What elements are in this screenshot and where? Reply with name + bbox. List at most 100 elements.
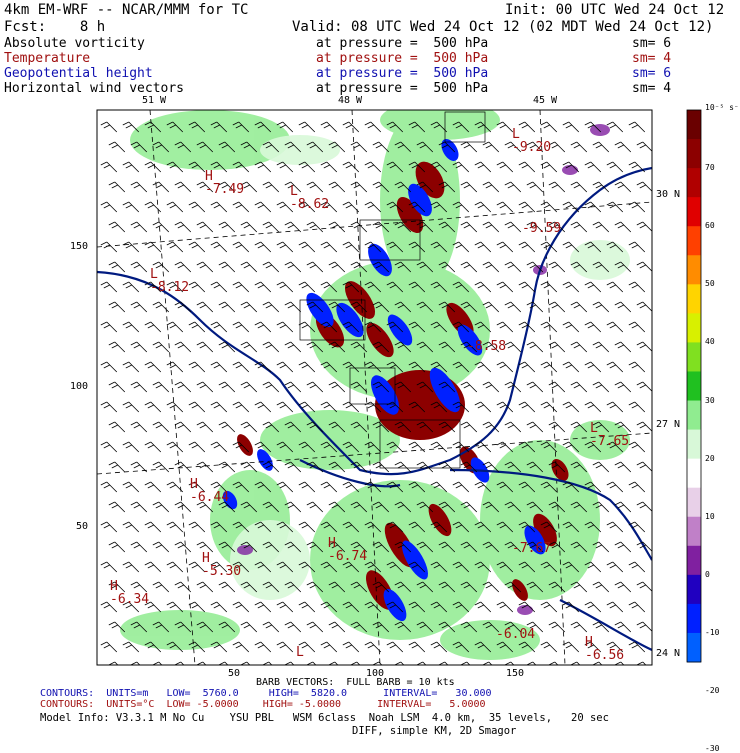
wind-barb	[372, 301, 390, 313]
wind-barb	[100, 281, 118, 293]
wind-barb	[526, 621, 544, 633]
wind-barb	[196, 501, 214, 513]
wind-barb	[496, 601, 514, 613]
wind-barb	[606, 521, 624, 533]
wind-barb	[276, 361, 294, 373]
wind-barb	[262, 181, 280, 193]
extremum-label: H -5.30	[202, 551, 242, 579]
wind-barb	[430, 561, 448, 573]
wind-barb	[298, 161, 316, 173]
wind-barb	[474, 561, 492, 573]
wind-barb	[342, 161, 360, 173]
wind-barb	[122, 361, 140, 373]
wind-barb	[306, 181, 324, 193]
wind-barb	[628, 601, 646, 613]
wind-barb	[614, 301, 632, 313]
wind-barb	[570, 141, 588, 153]
wind-barb	[438, 181, 456, 193]
wind-barb	[504, 541, 522, 553]
wind-barb	[328, 461, 346, 473]
wind-barb	[328, 261, 346, 273]
wind-barb	[386, 361, 404, 373]
wind-barb	[350, 501, 368, 513]
wind-barb	[482, 181, 500, 193]
wind-barb	[276, 601, 294, 613]
wind-barb	[460, 181, 478, 193]
extremum-label: H -6.74	[328, 536, 368, 564]
wind-barb	[350, 541, 368, 553]
wind-barb	[152, 381, 170, 393]
field-smoothing: sm= 6	[632, 66, 672, 81]
wind-barb	[482, 301, 500, 313]
wind-barb	[174, 181, 192, 193]
wind-barb	[254, 521, 272, 533]
wind-barb	[130, 381, 148, 393]
wind-barb	[394, 501, 412, 513]
wind-barb	[130, 221, 148, 233]
wind-barb	[562, 601, 580, 613]
wind-barb	[394, 381, 412, 393]
wind-barb	[364, 561, 382, 573]
wind-barb	[218, 181, 236, 193]
grid-x-50: 50	[228, 668, 241, 679]
wind-barb	[328, 501, 346, 513]
wind-barb	[232, 561, 250, 573]
wind-barb	[570, 221, 588, 233]
wind-barb	[496, 481, 514, 493]
wind-barb	[210, 321, 228, 333]
wind-barb	[100, 361, 118, 373]
field-name: Absolute vorticity	[4, 36, 145, 51]
wind-barb	[320, 481, 338, 493]
wind-barb	[298, 281, 316, 293]
wind-barb	[526, 301, 544, 313]
wind-barb	[482, 621, 500, 633]
wind-barb	[232, 481, 250, 493]
wind-barb	[364, 481, 382, 493]
extremum-label: H -6.56	[585, 635, 625, 663]
wind-barb	[474, 601, 492, 613]
wind-barb	[386, 441, 404, 453]
wind-barb	[320, 201, 338, 213]
wind-barb	[130, 461, 148, 473]
wind-barb	[518, 321, 536, 333]
colorbar-segment	[687, 342, 701, 372]
wind-barb	[328, 301, 346, 313]
wind-barb	[614, 341, 632, 353]
wind-barb	[584, 201, 602, 213]
wind-barb	[606, 201, 624, 213]
wind-barb	[540, 561, 558, 573]
wind-barb	[320, 241, 338, 253]
colorbar-tick-label: 0	[705, 569, 710, 579]
colorbar-segment	[687, 574, 701, 605]
wind-barb	[306, 501, 324, 513]
wind-barb	[460, 581, 478, 593]
wind-barb	[408, 321, 426, 333]
colorbar-tick-label: 60	[705, 221, 715, 231]
wind-barb	[562, 361, 580, 373]
wind-barb	[166, 641, 184, 653]
wind-barb	[518, 441, 536, 453]
wind-barb	[540, 161, 558, 173]
wind-barb	[452, 641, 470, 653]
wind-barb	[328, 141, 346, 153]
wind-barb	[188, 641, 206, 653]
wind-barb	[592, 261, 610, 273]
grid-x-100: 100	[366, 668, 385, 679]
wind-barb	[122, 401, 140, 413]
wind-barb	[174, 621, 192, 633]
wind-barb	[460, 541, 478, 553]
wind-barb	[196, 461, 214, 473]
wind-barb	[240, 381, 258, 393]
wind-barb	[284, 301, 302, 313]
wind-barb	[240, 421, 258, 433]
wind-barb	[174, 301, 192, 313]
colorbar	[687, 110, 701, 663]
wind-barb	[518, 481, 536, 493]
wind-barb	[166, 361, 184, 373]
colorbar-segment	[687, 110, 701, 140]
wind-barb	[152, 141, 170, 153]
wind-barb	[438, 261, 456, 273]
wind-barb	[584, 401, 602, 413]
wind-barb	[254, 361, 272, 373]
wind-barb	[108, 221, 126, 233]
